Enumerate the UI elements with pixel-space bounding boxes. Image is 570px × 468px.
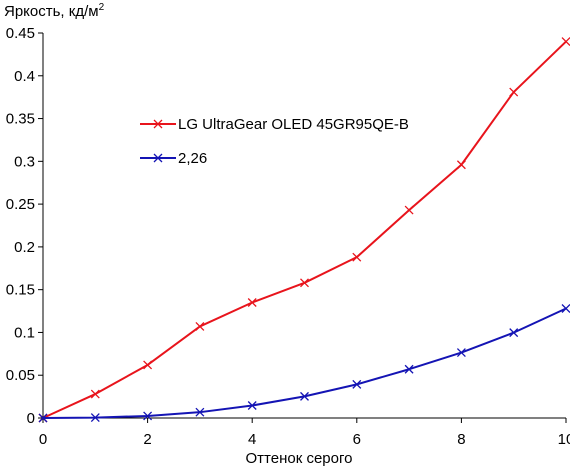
y-tick-label: 0.35 xyxy=(6,111,35,128)
data-point xyxy=(352,379,362,389)
data-point xyxy=(456,348,466,358)
y-axis-ticks: 0 0.05 0.1 0.15 0.2 0.25 0.3 0.35 0.4 0.45 xyxy=(6,25,43,427)
legend: LG UltraGear OLED 45GR95QE-B 2,26 xyxy=(140,116,409,167)
y-tick-label: 0.45 xyxy=(6,25,35,42)
y-tick-label: 0.15 xyxy=(6,282,35,299)
data-point xyxy=(195,407,205,417)
data-point xyxy=(143,360,153,370)
data-point xyxy=(561,37,570,47)
x-tick-label: 10 xyxy=(558,431,570,448)
data-point xyxy=(90,389,100,399)
legend-entry-2: 2,26 xyxy=(140,150,207,167)
x-tick-label: 2 xyxy=(143,431,151,448)
y-tick-label: 0.3 xyxy=(14,153,35,170)
y-tick-label: 0.05 xyxy=(6,367,35,384)
series-layer xyxy=(38,37,570,423)
series-1 xyxy=(38,37,570,423)
axes xyxy=(42,33,566,419)
data-point xyxy=(38,413,48,423)
y-tick-label: 0 xyxy=(27,410,35,427)
x-tick-label: 8 xyxy=(457,431,465,448)
data-point xyxy=(300,391,309,401)
data-point xyxy=(509,328,519,338)
data-point xyxy=(143,411,153,421)
legend-marker xyxy=(153,153,163,163)
x-axis-ticks: 0 2 4 6 8 10 xyxy=(39,418,570,448)
y-tick-label: 0.2 xyxy=(14,239,35,256)
data-point xyxy=(300,278,309,288)
legend-entry-1: LG UltraGear OLED 45GR95QE-B xyxy=(140,116,409,133)
data-point xyxy=(456,160,466,170)
data-point xyxy=(247,401,257,410)
legend-marker xyxy=(153,119,163,129)
x-tick-label: 6 xyxy=(353,431,361,448)
data-point xyxy=(90,413,100,423)
data-point xyxy=(247,298,257,307)
series-line xyxy=(42,40,567,419)
y-axis-title: Яркость, кд/м2 xyxy=(4,2,105,20)
legend-label: 2,26 xyxy=(178,150,207,167)
x-tick-label: 0 xyxy=(39,431,47,448)
data-point xyxy=(404,205,414,215)
y-tick-label: 0.25 xyxy=(6,196,35,213)
legend-label: LG UltraGear OLED 45GR95QE-B xyxy=(178,116,409,133)
data-point xyxy=(509,87,519,97)
y-tick-label: 0.1 xyxy=(14,324,35,341)
x-tick-label: 4 xyxy=(248,431,256,448)
series-2 xyxy=(38,304,570,423)
data-point xyxy=(561,304,570,313)
data-point xyxy=(352,252,362,262)
series-line xyxy=(42,307,567,419)
data-point xyxy=(195,321,205,331)
x-axis-title: Оттенок серого xyxy=(246,450,353,467)
y-tick-label: 0.4 xyxy=(14,68,35,85)
data-point xyxy=(404,364,414,374)
